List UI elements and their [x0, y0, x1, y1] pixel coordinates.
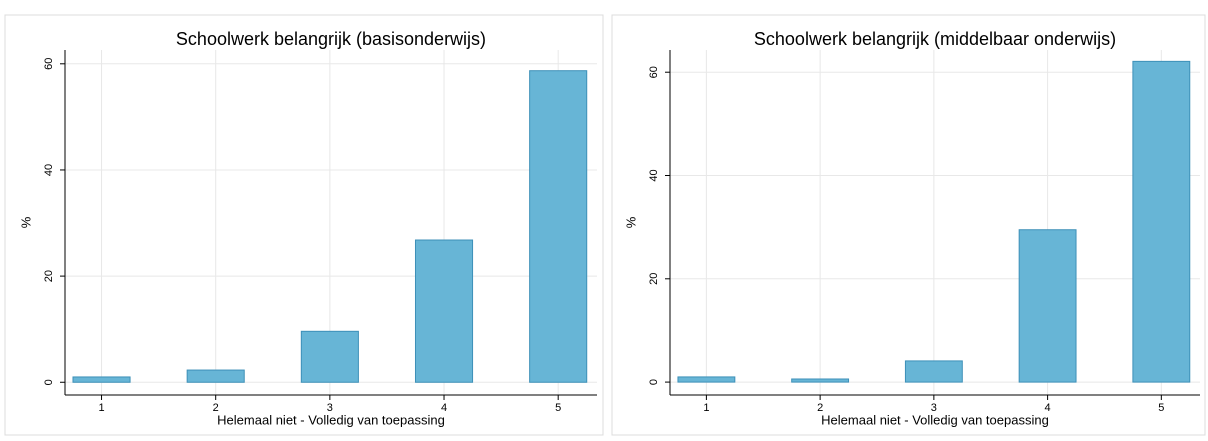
x-axis-label: Helemaal niet - Volledig van toepassing	[821, 412, 1049, 427]
bar	[677, 376, 736, 383]
y-tick-label: 0	[43, 379, 55, 385]
x-axis-label: Helemaal niet - Volledig van toepassing	[217, 412, 445, 427]
x-tick-label: 3	[931, 402, 937, 414]
bar	[72, 376, 131, 383]
chart-title: Schoolwerk belangrijk (middelbaar onderw…	[754, 29, 1116, 49]
y-axis-label: %	[623, 216, 638, 228]
chart-title: Schoolwerk belangrijk (basisonderwijs)	[176, 29, 486, 49]
x-tick-label: 4	[1045, 402, 1051, 414]
y-axis-label: %	[18, 216, 33, 228]
bar	[414, 239, 474, 383]
y-tick-label: 60	[43, 58, 55, 70]
bar	[529, 70, 588, 383]
bar	[904, 360, 963, 383]
y-tick-label: 20	[648, 273, 660, 285]
y-tick-label: 40	[43, 164, 55, 176]
bar	[791, 378, 850, 383]
x-tick-label: 5	[1158, 402, 1164, 414]
y-tick-label: 60	[648, 66, 660, 78]
x-tick-label: 2	[213, 402, 219, 414]
bar	[1018, 229, 1077, 383]
x-tick-label: 1	[98, 402, 104, 414]
x-tick-label: 3	[327, 402, 333, 414]
x-tick-label: 1	[703, 402, 709, 414]
y-tick-label: 20	[43, 270, 55, 282]
y-tick-label: 0	[648, 379, 660, 385]
x-tick-label: 2	[817, 402, 823, 414]
bar	[300, 330, 359, 383]
x-tick-label: 5	[555, 402, 561, 414]
bar	[1132, 60, 1191, 383]
bar	[186, 369, 245, 383]
x-tick-label: 4	[441, 402, 447, 414]
y-tick-label: 40	[648, 169, 660, 181]
